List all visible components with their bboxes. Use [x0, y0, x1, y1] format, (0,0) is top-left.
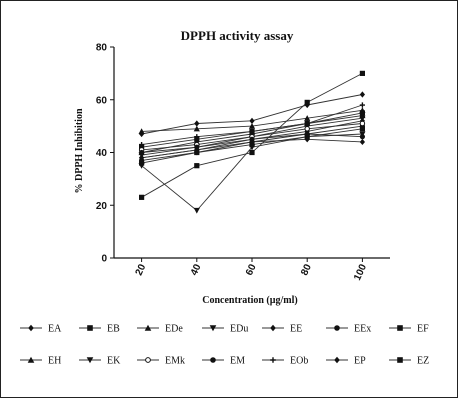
x-tick-label: 60: [244, 262, 259, 277]
data-point-emk: [304, 126, 310, 132]
legend-label-em: EM: [230, 356, 245, 367]
data-point-ek: [138, 163, 145, 169]
legend-marker-ee: [270, 324, 276, 332]
legend-marker-ea: [28, 324, 34, 332]
data-point-em: [139, 149, 145, 156]
legend-marker-ef: [397, 325, 403, 331]
legend-label-eex: EEx: [354, 324, 371, 335]
data-point-emk: [359, 120, 366, 127]
legend-label-emk: EMk: [165, 356, 185, 367]
data-point-ea: [194, 120, 200, 127]
x-tick-label: 20: [134, 262, 149, 277]
data-point-eob: [139, 141, 145, 148]
data-point-em: [359, 134, 365, 140]
data-point-eob: [249, 128, 255, 134]
legend-marker-eob: [270, 357, 276, 363]
data-point-ea: [249, 117, 255, 124]
legend-label-eob: EOb: [290, 356, 308, 367]
y-tick-label: 20: [96, 201, 108, 212]
data-point-ep: [359, 138, 365, 146]
x-axis-label: Concentration (µg/ml): [202, 295, 297, 306]
legend-marker-em: [210, 357, 216, 363]
legend-label-ep: EP: [354, 356, 366, 367]
data-point-eh: [138, 128, 145, 134]
data-point-ez: [139, 194, 145, 200]
y-tick-label: 80: [96, 43, 108, 54]
data-point-eh: [304, 115, 311, 121]
legend-marker-ez: [397, 357, 403, 363]
legend-label-ef: EF: [417, 324, 429, 335]
legend-label-ee: EE: [290, 324, 302, 335]
legend-label-ez: EZ: [417, 356, 429, 367]
legend-marker-ede: [144, 324, 152, 331]
legend-marker-edu: [209, 325, 217, 332]
chart-title: DPPH activity assay: [181, 28, 294, 43]
data-point-ez: [359, 70, 365, 76]
x-tick-label: 40: [189, 262, 204, 277]
legend-label-edu: EDu: [230, 324, 248, 335]
data-point-eob: [194, 134, 200, 140]
data-point-eh: [248, 123, 256, 129]
legend-marker-eh: [27, 356, 35, 363]
y-axis-label: % DPPH Inhibition: [74, 108, 85, 193]
data-point-ek: [193, 207, 200, 214]
data-point-ep: [304, 136, 310, 143]
legend: EA EB EDe EDu EE EEx EF EH EK EMk EM EOb EP EZ: [20, 324, 429, 367]
legend-marker-emk: [145, 357, 151, 363]
x-tick-label: 80: [299, 262, 314, 277]
legend-label-ek: EK: [107, 356, 121, 367]
legend-label-ea: EA: [48, 324, 62, 335]
legend-marker-eex: [334, 325, 340, 331]
data-point-ek: [248, 144, 256, 151]
legend-label-eh: EH: [48, 356, 61, 367]
data-point-eh: [193, 125, 200, 132]
data-point-eob: [359, 102, 365, 108]
legend-marker-ek: [86, 357, 94, 364]
data-point-ez: [194, 163, 200, 169]
data-point-ep: [139, 154, 145, 161]
data-point-eh: [359, 107, 366, 113]
y-tick-label: 0: [101, 254, 107, 265]
data-point-ea: [359, 91, 365, 98]
data-point-ez: [249, 149, 255, 156]
legend-label-ede: EDe: [165, 324, 183, 335]
data-point-ep: [194, 146, 200, 153]
data-point-ef: [359, 126, 365, 132]
legend-marker-eb: [87, 325, 93, 331]
legend-label-eb: EB: [107, 324, 120, 335]
data-point-ez: [304, 99, 310, 105]
data-point-ef: [139, 160, 145, 166]
x-tick-label: 100: [352, 262, 369, 282]
y-tick-label: 40: [96, 148, 108, 159]
data-point-em: [304, 131, 310, 137]
y-tick-label: 60: [96, 95, 108, 106]
legend-marker-ep: [334, 356, 340, 364]
data-point-ep: [249, 138, 255, 146]
data-point-eob: [304, 120, 310, 127]
series-markers: [138, 70, 366, 214]
